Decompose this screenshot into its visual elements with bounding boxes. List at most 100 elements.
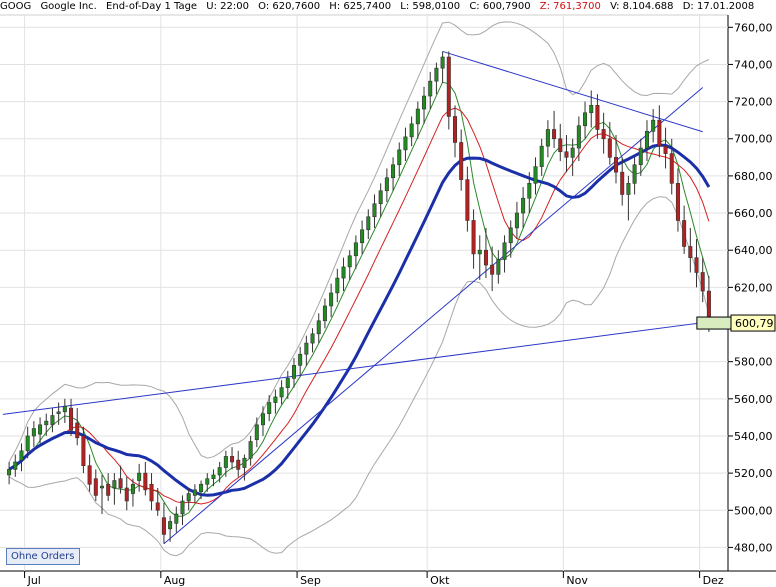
info-bar: GOOG Google Inc. End-of-Day 1 Tage U: 22…	[0, 0, 760, 14]
candle-body	[403, 136, 408, 151]
candle-body	[620, 171, 625, 195]
candle	[397, 142, 402, 176]
candle	[434, 62, 439, 95]
candle-body	[638, 147, 643, 166]
candle-body	[657, 119, 662, 147]
candle	[422, 86, 427, 124]
candle	[527, 172, 532, 214]
close-label: C: 600,7900	[469, 1, 531, 12]
candle	[87, 454, 92, 492]
x-tick-label: Aug	[164, 574, 185, 587]
candle	[273, 389, 278, 414]
candle	[614, 135, 619, 184]
candle	[477, 235, 482, 280]
candle	[99, 474, 104, 514]
candle-body	[285, 378, 290, 388]
candle	[663, 127, 668, 169]
candle	[682, 205, 687, 254]
candle	[335, 268, 340, 303]
candle-body	[310, 333, 315, 344]
candle-body	[25, 435, 30, 452]
candle	[81, 426, 86, 474]
candle	[130, 478, 135, 507]
candle-body	[118, 478, 123, 489]
candle-body	[261, 413, 266, 426]
candle	[62, 398, 67, 423]
symbol-label: GOOG	[0, 1, 32, 12]
candle-body	[13, 461, 18, 470]
candle-body	[570, 147, 575, 158]
candle-body	[341, 266, 346, 279]
candle-body	[552, 129, 557, 140]
candles	[7, 51, 711, 544]
x-tick-label: Nov	[566, 574, 588, 587]
candle-body	[607, 138, 612, 158]
price-badge-label: 600,79	[735, 317, 774, 330]
sma-slow-line	[8, 143, 711, 497]
candle-body	[130, 483, 135, 494]
time-label: U: 22:00	[206, 1, 249, 12]
candle-body	[422, 95, 427, 110]
candle-body	[471, 220, 476, 255]
candle-body	[137, 472, 142, 481]
candle	[192, 484, 197, 503]
candle-body	[56, 411, 61, 414]
candle-body	[273, 396, 278, 403]
candle-body	[595, 105, 600, 130]
candle	[279, 380, 284, 405]
candle-body	[372, 203, 377, 218]
support-line	[2, 320, 713, 415]
candle	[688, 227, 693, 273]
candle	[700, 257, 705, 303]
candle	[25, 426, 30, 459]
candle-body	[700, 272, 705, 292]
candle-body	[391, 164, 396, 179]
candle-body	[242, 457, 247, 468]
candle-body	[322, 305, 327, 322]
candle	[310, 328, 315, 353]
y-tick-label: 740,00	[734, 58, 773, 71]
candle	[353, 235, 358, 269]
candle-body	[415, 108, 420, 125]
candle-body	[384, 177, 389, 192]
candle-body	[527, 183, 532, 199]
candle-body	[614, 157, 619, 173]
candle	[372, 194, 377, 228]
candle	[285, 370, 290, 399]
candle	[143, 461, 148, 496]
candle-body	[465, 179, 470, 221]
candle-body	[75, 422, 80, 439]
candle-body	[50, 415, 55, 426]
ohne-orders-button[interactable]: Ohne Orders	[6, 548, 80, 565]
candle-body	[601, 129, 606, 140]
candle-body	[682, 220, 687, 247]
candle	[626, 175, 631, 221]
candle	[69, 398, 74, 436]
candle-body	[298, 353, 303, 366]
bollinger-bands	[8, 21, 710, 557]
candle	[360, 220, 365, 254]
candle	[199, 480, 204, 500]
candle-body	[230, 456, 235, 463]
candle-body	[669, 153, 674, 184]
candle	[168, 515, 173, 542]
price-badge	[730, 314, 776, 332]
candle	[415, 101, 420, 139]
candle	[576, 116, 581, 162]
candle-body	[651, 119, 656, 132]
candle-body	[378, 190, 383, 205]
candle-body	[366, 216, 371, 231]
candle	[428, 71, 433, 110]
candle	[409, 116, 414, 147]
candle-body	[583, 112, 588, 127]
candle-body	[316, 320, 321, 335]
y-tick-label: 660,00	[734, 207, 773, 220]
candle	[446, 51, 451, 130]
candle	[391, 157, 396, 191]
candle-body	[452, 116, 457, 143]
candle	[223, 450, 228, 477]
y-tick-label: 480,00	[734, 541, 773, 554]
candle-body	[124, 487, 129, 502]
candle	[583, 101, 588, 139]
y-tick-label: 720,00	[734, 96, 773, 109]
